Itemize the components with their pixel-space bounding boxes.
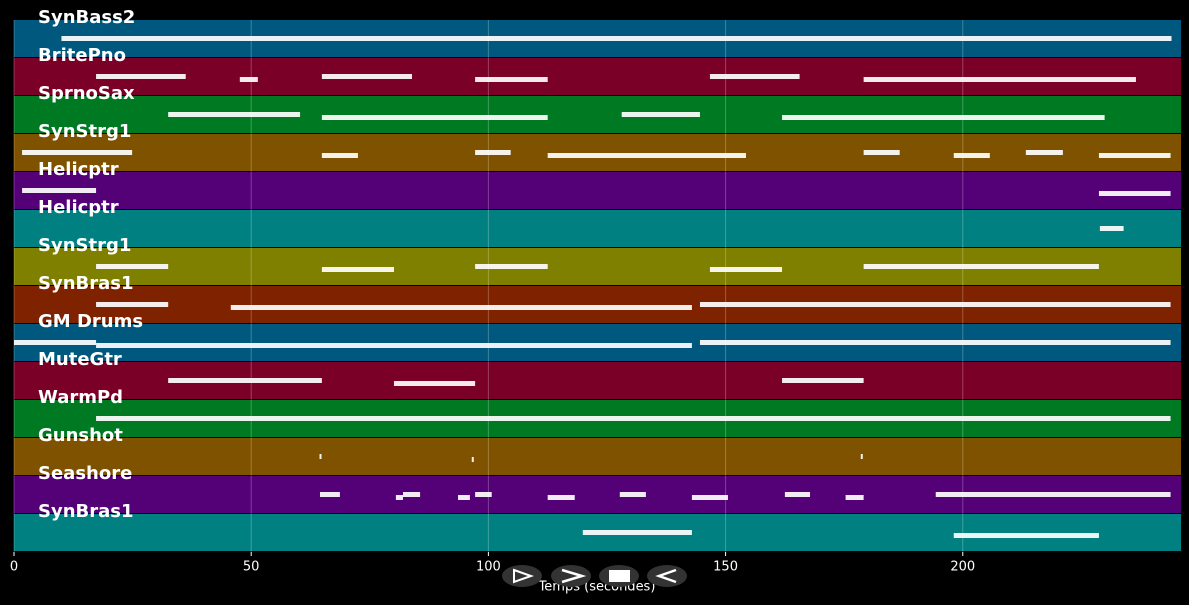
x-tick-label: 100 (476, 560, 501, 575)
note-segment (784, 492, 811, 497)
note-segment (863, 150, 900, 155)
stop-icon (609, 570, 630, 582)
forward-icon (561, 568, 587, 584)
note-segment (22, 150, 133, 155)
lane (14, 438, 1181, 475)
play-icon (513, 568, 535, 584)
note-segment (239, 77, 258, 82)
forward-button[interactable] (551, 565, 591, 587)
note-segment (953, 153, 990, 158)
note-segment (619, 492, 646, 497)
note-segment (1098, 153, 1171, 158)
x-tick-label: 200 (950, 560, 975, 575)
note-segment (168, 112, 301, 117)
note-segment (96, 264, 169, 269)
track-name: SynBras1 (38, 273, 134, 294)
x-tick-label: 50 (243, 560, 260, 575)
note-segment (709, 74, 800, 79)
track-name: GM Drums (38, 311, 143, 332)
note-segment (1025, 150, 1063, 155)
play-button[interactable] (502, 565, 542, 587)
note-segment (321, 74, 413, 79)
player-controls[interactable] (502, 565, 687, 587)
track-name: WarmPd (38, 387, 123, 408)
note-segment (321, 267, 394, 272)
note-segment (22, 188, 97, 193)
note-segment (863, 264, 1099, 269)
note-segment (321, 153, 358, 158)
note-segment (475, 77, 548, 82)
note-segment (319, 454, 322, 459)
track-name: SynStrg1 (38, 235, 131, 256)
note-segment (475, 492, 492, 497)
note-segment (458, 495, 470, 500)
note-segment (471, 457, 474, 462)
note-segment (1099, 226, 1124, 231)
note-segment (863, 77, 1136, 82)
note-segment (582, 530, 692, 535)
note-segment (395, 495, 403, 500)
x-tick-label: 150 (713, 560, 738, 575)
track-name: Helicptr (38, 159, 119, 180)
rewind-button[interactable] (647, 565, 687, 587)
rewind-icon (655, 568, 677, 584)
track-name: Seashore (38, 463, 132, 484)
lane (14, 58, 1181, 95)
track-name: MuteGtr (38, 349, 122, 370)
lane (14, 210, 1181, 247)
note-segment (621, 112, 700, 117)
note-segment (782, 115, 1105, 120)
track-name: Gunshot (38, 425, 123, 446)
note-segment (96, 416, 1171, 421)
note-segment (321, 115, 548, 120)
note-segment (691, 495, 728, 500)
note-segment (699, 340, 1171, 345)
track-name: Helicptr (38, 197, 119, 218)
note-segment (475, 264, 548, 269)
lane (14, 134, 1181, 171)
track-name: SprnoSax (38, 83, 135, 104)
note-segment (96, 343, 692, 348)
note-segment (230, 305, 692, 310)
track-name: BritePno (38, 45, 126, 66)
note-segment (547, 153, 746, 158)
note-segment (547, 495, 575, 500)
note-segment (403, 492, 421, 497)
note-segment (782, 378, 864, 383)
note-segment (61, 36, 1172, 41)
note-segment (1098, 191, 1171, 196)
note-segment (709, 267, 783, 272)
note-segment (475, 150, 511, 155)
track-name: SynBras1 (38, 501, 134, 522)
track-name: SynStrg1 (38, 121, 131, 142)
lane (14, 172, 1181, 209)
note-segment (14, 340, 97, 345)
track-name: SynBass2 (38, 7, 135, 28)
note-segment (393, 381, 476, 386)
note-segment (96, 302, 169, 307)
note-segment (319, 492, 340, 497)
x-tick-label: 0 (10, 560, 18, 575)
note-segment (953, 533, 1099, 538)
note-segment (699, 302, 1171, 307)
note-segment (96, 74, 186, 79)
note-segment (860, 454, 863, 459)
note-segment (935, 492, 1171, 497)
note-segment (845, 495, 864, 500)
note-segment (168, 378, 322, 383)
